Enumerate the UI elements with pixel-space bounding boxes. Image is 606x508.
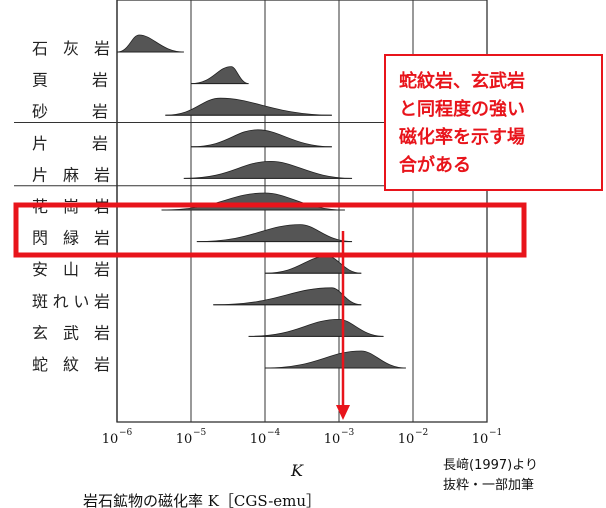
tick-base: 10 [250, 432, 267, 447]
rock-label: 斑れい岩 [32, 292, 110, 311]
rock-label: 蛇紋岩 [32, 355, 110, 374]
distribution-3 [165, 97, 332, 116]
highlight-box [13, 202, 527, 258]
distribution-11 [264, 350, 406, 369]
tick-base: 10 [102, 432, 119, 447]
distribution-2 [190, 66, 249, 84]
annotation-line: 磁化率を示す場 [399, 126, 525, 148]
distribution-4 [190, 129, 332, 148]
x-tick: 10 −4 [250, 428, 281, 447]
x-tick: 10 −3 [324, 428, 355, 447]
x-tick: 10 −5 [176, 428, 207, 447]
tick-exponent: −2 [415, 428, 428, 438]
tick-base: 10 [472, 432, 489, 447]
tick-exponent: −1 [489, 428, 502, 438]
rock-label: 片麻岩 [32, 165, 110, 184]
x-tick: 10 −1 [472, 428, 503, 447]
distribution-5 [183, 160, 353, 179]
annotation-line: と同程度の強い [399, 98, 525, 120]
x-tick: 10 −6 [102, 428, 133, 447]
tick-exponent: −5 [193, 428, 207, 438]
chart-frame [14, 0, 488, 423]
annotation-line: 蛇紋岩、玄武岩 [399, 70, 525, 92]
x-axis-label: K [290, 461, 304, 480]
annotation-line: 合がある [399, 154, 471, 176]
rock-label: 頁 岩 [32, 71, 108, 90]
rock-label: 石灰岩 [32, 39, 110, 58]
arrow [336, 231, 350, 420]
tick-exponent: −3 [341, 428, 355, 438]
distribution-1 [116, 34, 184, 53]
source-line: 抜粋・一部加筆 [443, 477, 534, 493]
tick-base: 10 [176, 432, 193, 447]
rock-label: 安山岩 [32, 260, 110, 279]
annotation-rect [384, 54, 603, 191]
tick-base: 10 [398, 432, 415, 447]
rock-label: 玄武岩 [32, 323, 110, 342]
distribution-9 [213, 287, 362, 306]
distribution-8 [264, 255, 362, 274]
distribution-shapes [116, 34, 406, 369]
distribution-7 [196, 224, 353, 242]
rock-label: 片 岩 [32, 134, 108, 153]
tick-exponent: −4 [267, 428, 281, 438]
x-tick-labels: 10 −6 10 −5 10 −4 10 −3 10 −2 10 −1 [102, 428, 503, 447]
distribution-10 [248, 318, 384, 337]
arrow-head [336, 405, 350, 420]
tick-base: 10 [324, 432, 341, 447]
rock-label: 砂 岩 [32, 102, 108, 121]
x-tick: 10 −2 [398, 428, 429, 447]
rock-label: 閃緑岩 [32, 229, 110, 248]
source-line: 長﨑(1997)より [443, 457, 538, 473]
chart-caption: 岩石鉱物の磁化率 K［CGS-emu］ [83, 492, 321, 508]
tick-exponent: −6 [119, 428, 133, 438]
